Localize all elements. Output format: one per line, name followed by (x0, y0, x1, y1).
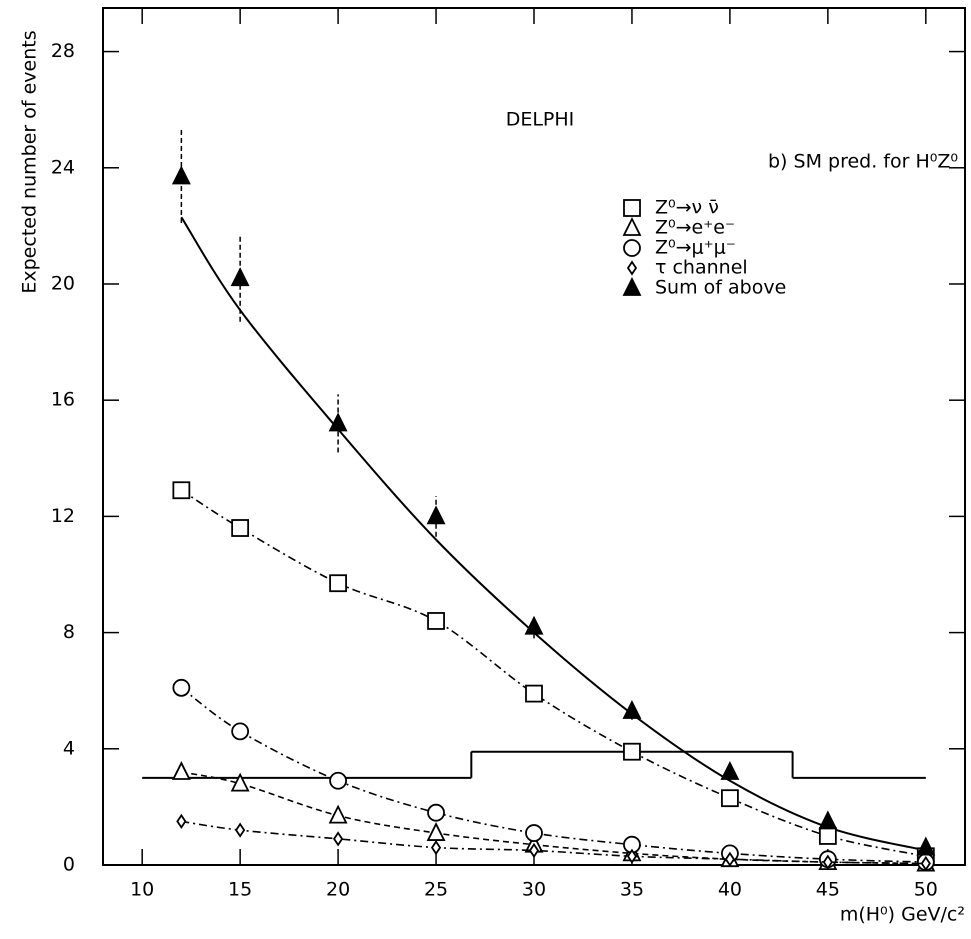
circle-marker (231, 722, 250, 741)
legend-label: Z⁰→ν ν̄ (655, 197, 719, 219)
x-tick-label: 45 (816, 879, 840, 901)
triangle-marker (171, 761, 191, 780)
legend-marker (623, 239, 641, 257)
x-tick-label: 40 (718, 879, 742, 901)
filled-triangle-marker (230, 267, 250, 287)
y-tick-label: 24 (51, 156, 75, 178)
x-tick-label: 30 (522, 879, 546, 901)
x-tick-label: 20 (326, 879, 350, 901)
y-tick-label: 16 (51, 389, 75, 411)
triangle-marker (230, 772, 250, 792)
legend-label: Sum of above (655, 277, 786, 299)
fit-curve (180, 216, 927, 852)
filled-triangle-marker (622, 700, 642, 719)
y-tick-label: 4 (63, 737, 75, 759)
filled-triangle-marker (916, 836, 936, 856)
diamond-marker (822, 854, 833, 870)
x-tick-label: 15 (228, 879, 252, 901)
diamond-marker (920, 855, 931, 872)
diamond-marker (235, 822, 246, 838)
y-tick-label: 12 (51, 505, 75, 527)
x-tick-label: 10 (130, 879, 154, 901)
triangle-marker (426, 822, 446, 841)
diamond-marker (333, 831, 344, 847)
series-line (181, 820, 926, 865)
circle-marker (525, 824, 543, 842)
experiment-label: DELPHI (506, 109, 575, 131)
circle-marker (172, 678, 191, 697)
square-marker (721, 789, 739, 808)
y-axis-label: Expected number of events (19, 30, 41, 293)
legend-label: Z⁰→e⁺e⁻ (655, 217, 735, 239)
legend-label: Z⁰→μ⁺μ⁻ (655, 237, 736, 259)
triangle-marker (328, 804, 348, 824)
legend-marker (626, 260, 638, 276)
y-tick-label: 28 (51, 40, 75, 62)
square-marker (231, 519, 250, 537)
square-marker (329, 574, 347, 593)
series-line (181, 771, 926, 865)
circle-marker (427, 803, 445, 822)
series-line (180, 687, 926, 863)
filled-triangle-marker (426, 505, 446, 525)
legend-marker (623, 199, 641, 217)
filled-triangle-marker (171, 165, 191, 185)
filled-triangle-marker (328, 412, 348, 432)
diamond-marker (430, 839, 442, 856)
x-tick-label: 35 (620, 879, 644, 901)
square-marker (172, 481, 191, 500)
x-tick-label: 50 (914, 879, 938, 901)
legend-marker (622, 216, 642, 236)
y-tick-label: 20 (51, 272, 75, 294)
y-tick-label: 8 (63, 621, 75, 643)
x-axis-label: m(H⁰) GeV/c² (840, 904, 965, 926)
y-tick-label: 0 (63, 854, 75, 876)
diamond-marker (626, 848, 638, 864)
plot-frame (102, 7, 966, 866)
legend-marker (622, 276, 642, 296)
square-marker (623, 742, 641, 761)
diamond-marker (724, 851, 735, 867)
x-tick-label: 25 (424, 879, 448, 901)
subtitle: b) SM pred. for H⁰Z⁰ (768, 151, 958, 173)
filled-triangle-marker (524, 615, 544, 635)
legend-label: τ channel (655, 257, 748, 279)
filled-triangle-marker (720, 761, 740, 780)
square-marker (427, 612, 445, 630)
circle-marker (329, 771, 347, 790)
square-marker (525, 684, 543, 703)
filled-triangle-marker (818, 810, 838, 830)
square-marker (818, 827, 837, 845)
diamond-marker (176, 813, 187, 830)
diamond-marker (528, 842, 540, 859)
